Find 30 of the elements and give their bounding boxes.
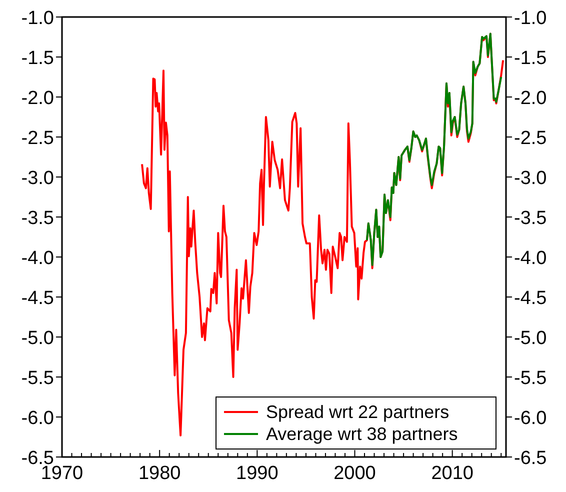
y2-tick-label: -1.5 xyxy=(514,48,547,69)
y2-tick-label: -5.0 xyxy=(514,328,547,349)
legend-label: Average wrt 38 partners xyxy=(266,424,458,444)
x-tick-label: 2010 xyxy=(431,463,474,484)
y2-tick-label: -4.0 xyxy=(514,248,547,269)
y2-tick-label: -5.5 xyxy=(514,368,547,389)
y-tick-label: -3.5 xyxy=(21,208,54,229)
legend-label: Spread wrt 22 partners xyxy=(266,402,450,422)
y-tick-label: -1.5 xyxy=(21,48,54,69)
y-tick-label: -1.0 xyxy=(21,8,54,29)
line-series xyxy=(366,32,502,266)
y-tick-label: -6.0 xyxy=(21,408,54,429)
y2-tick-label: -4.5 xyxy=(514,288,547,309)
y-tick-label: -4.0 xyxy=(21,248,54,269)
x-tick-label: 1990 xyxy=(236,463,278,484)
y-tick-label: -5.5 xyxy=(21,368,54,389)
y-tick-label: -3.0 xyxy=(21,168,54,189)
x-tick-label: 2000 xyxy=(334,463,376,484)
y2-tick-label: -2.0 xyxy=(514,88,547,109)
y2-tick-label: -2.5 xyxy=(514,128,547,149)
y2-tick-label: -6.0 xyxy=(514,408,547,429)
x-tick-label: 1980 xyxy=(138,463,181,484)
y-tick-label: -2.0 xyxy=(21,88,54,109)
y-tick-label: -5.0 xyxy=(21,328,54,349)
y2-tick-label: -3.5 xyxy=(514,208,547,229)
y2-tick-label: -3.0 xyxy=(514,168,547,189)
y-tick-label: -2.5 xyxy=(21,128,54,149)
y2-tick-label: -6.5 xyxy=(514,448,547,469)
y2-tick-label: -1.0 xyxy=(514,8,547,29)
y-tick-label: -4.5 xyxy=(21,288,54,309)
